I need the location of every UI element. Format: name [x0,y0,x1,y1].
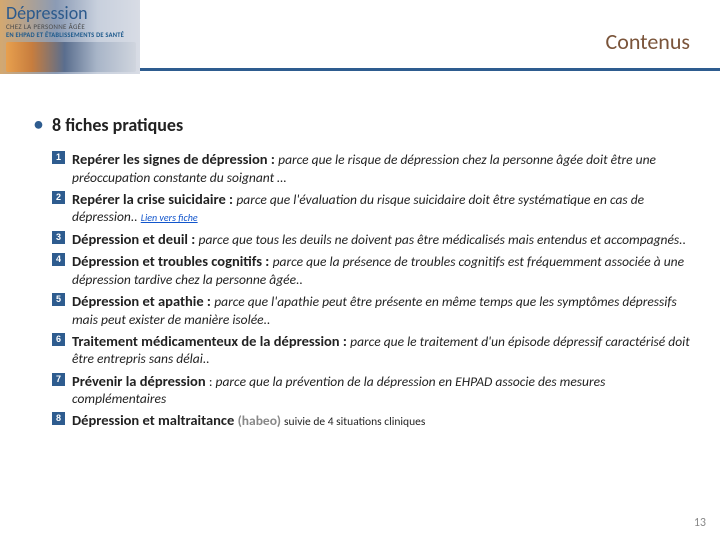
list-item: 1 Repérer les signes de dépression : par… [72,150,690,186]
item-number-icon: 4 [52,253,65,266]
item-number-icon: 3 [52,231,65,244]
section-heading: 8 fiches pratiques [52,114,690,136]
item-number-icon: 8 [52,412,65,425]
item-title: Dépression et maltraitance [72,411,238,429]
list-item: 4 Dépression et troubles cognitifs : par… [72,252,690,288]
content: 8 fiches pratiques 1 Repérer les signes … [0,78,720,430]
list-item: 2 Repérer la crise suicidaire : parce qu… [72,190,690,226]
fiche-list: 1 Repérer les signes de dépression : par… [52,150,690,430]
logo: Dépression CHEZ LA PERSONNE ÂGÉE EN EHPA… [0,0,140,74]
item-number-icon: 1 [52,151,65,164]
title-underline [140,68,720,71]
item-title: Dépression et apathie : [72,292,214,310]
item-number-icon: 7 [52,373,65,386]
logo-title: Dépression [6,2,88,24]
page-number: 13 [694,516,706,530]
list-item: 6 Traitement médicamenteux de la dépress… [72,332,690,368]
list-item: 7 Prévenir la dépression : parce que la … [72,372,690,408]
list-item: 8 Dépression et maltraitance (habeo) sui… [72,411,690,430]
logo-subtitle-1: CHEZ LA PERSONNE ÂGÉE [6,22,85,31]
page-title: Contenus [606,28,691,55]
item-number-icon: 6 [52,333,65,346]
list-item: 5 Dépression et apathie : parce que l'ap… [72,292,690,328]
logo-subtitle-2: EN EHPAD ET ÉTABLISSEMENTS DE SANTÉ [6,31,124,39]
item-title: Repérer la crise suicidaire : [72,190,236,208]
list-item: 3 Dépression et deuil : parce que tous l… [72,230,690,249]
item-body: parce que tous les deuils ne doivent pas… [199,231,686,248]
fiche-link[interactable]: Lien vers fiche [141,211,198,224]
item-title: Traitement médicamenteux de la dépressio… [72,332,350,350]
item-number-icon: 2 [52,191,65,204]
item-trail: suivie de 4 situations cliniques [284,415,425,429]
item-body-lead: : [209,373,216,390]
header: Dépression CHEZ LA PERSONNE ÂGÉE EN EHPA… [0,0,720,78]
item-title: Repérer les signes de dépression : [72,150,278,168]
item-habeo: (habeo) [238,412,284,429]
item-number-icon: 5 [52,293,65,306]
item-title: Dépression et deuil : [72,230,199,248]
item-title: Dépression et troubles cognitifs : [72,252,273,270]
item-title: Prévenir la dépression [72,372,209,390]
logo-image [6,42,136,72]
